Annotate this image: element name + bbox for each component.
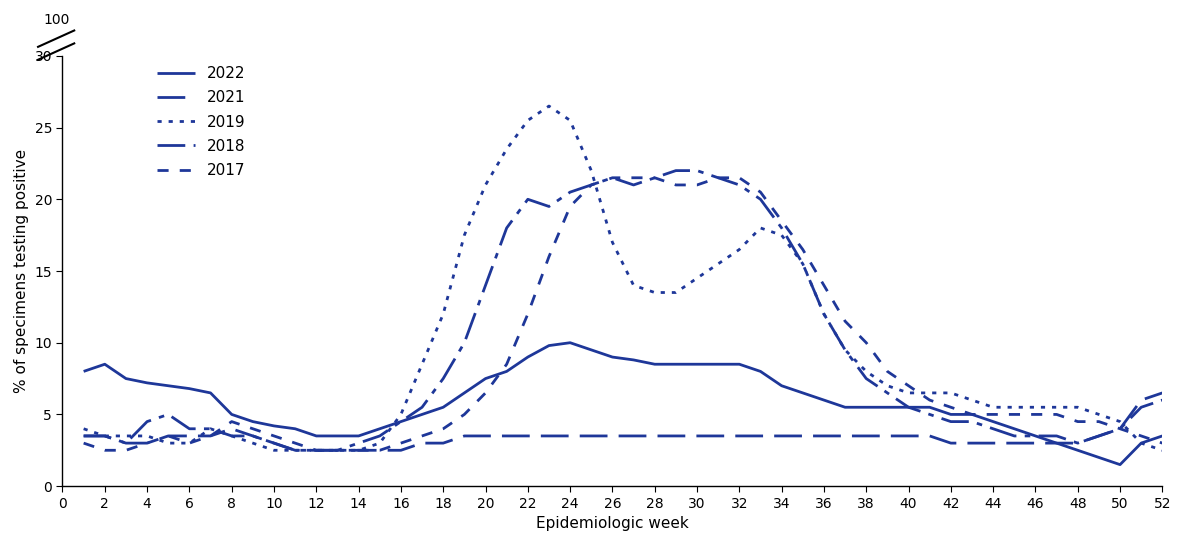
- Legend: 2022, 2021, 2019, 2018, 2017: 2022, 2021, 2019, 2018, 2017: [150, 60, 251, 184]
- Text: 100: 100: [43, 13, 70, 27]
- X-axis label: Epidemiologic week: Epidemiologic week: [536, 516, 688, 531]
- Y-axis label: % of specimens testing positive: % of specimens testing positive: [14, 149, 28, 393]
